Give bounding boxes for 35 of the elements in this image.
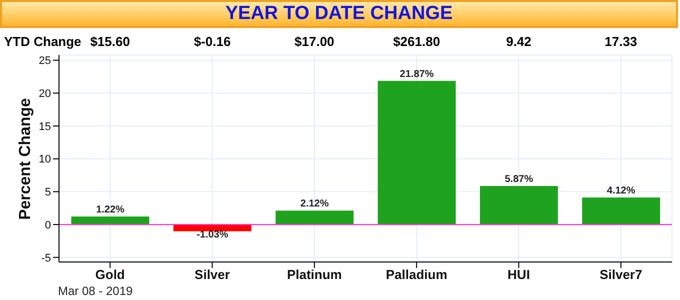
text: YTD Change [4,34,82,49]
text: $-0.16 [194,34,231,49]
data-label: 21.87% [400,68,434,80]
text: 9.42 [506,34,532,49]
y-tick-label: 5 [44,186,51,199]
bar [480,186,558,225]
y-tick-label: 0 [44,219,51,232]
data-label: 5.87% [504,174,534,185]
text: 17.33 [604,34,638,49]
bar [378,80,456,225]
bar [276,210,354,225]
data-label: -1.03% [196,230,228,241]
y-tick-label: -5 [41,252,51,264]
bar [173,224,252,232]
x-tick-label: HUI [508,267,530,282]
y-tick-label: 20 [38,88,51,100]
text: $261.80 [393,34,440,49]
x-tick-label: Palladium [386,267,448,282]
chart-title: YEAR TO DATE CHANGE [225,3,453,25]
y-axis-title: Percent Change [17,98,35,220]
x-tick-label: Silver7 [600,267,642,282]
text: Mar 08 - 2019 [58,284,133,298]
text: $17.00 [294,34,334,49]
text: $15.60 [90,34,130,49]
data-label: 1.22% [96,204,125,216]
x-tick-label: Silver [194,267,230,282]
bar [71,216,150,225]
data-label: 4.12% [606,185,636,196]
data-label: 2.12% [300,198,329,210]
y-tick-label: 25 [38,55,51,68]
y-tick-label: 15 [38,120,51,133]
x-tick-label: Gold [95,267,125,282]
y-tick-label: 10 [38,154,51,166]
bar [582,197,660,225]
x-tick-label: Platinum [286,267,342,282]
